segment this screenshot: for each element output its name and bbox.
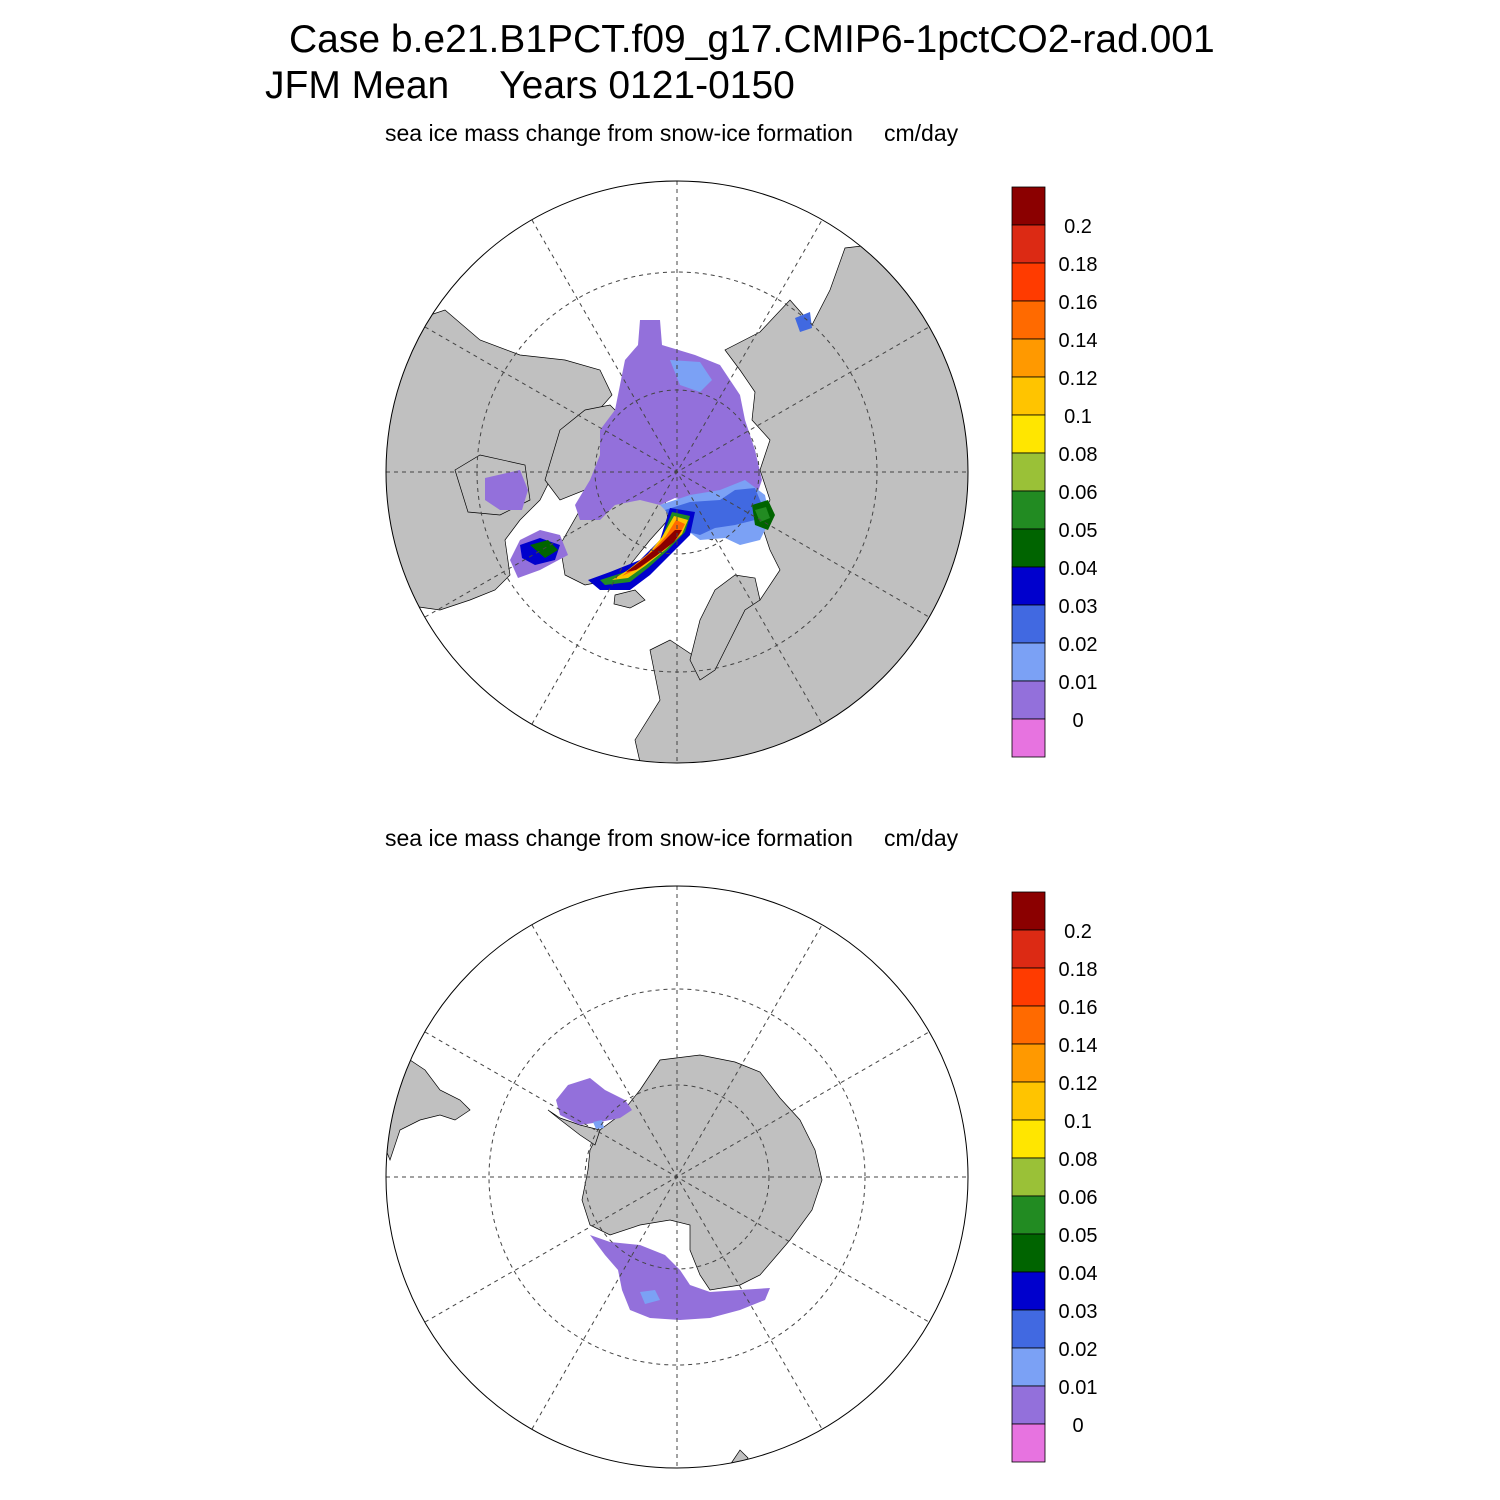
south-panel-units-label: cm/day — [884, 825, 959, 851]
south-colorbar-tick-label: 0.12 — [1059, 1073, 1098, 1095]
south-colorbar-tick-label: 0.08 — [1059, 1149, 1098, 1171]
south-graticule — [386, 886, 968, 1468]
north-colorbar-tick-label: 0.04 — [1059, 558, 1098, 580]
north-polar-map-panel: 0.2 0.18 0.16 0.14 0.12 0.1 0.08 0.06 0.05 0.04 0.… — [385, 180, 1098, 764]
north-polar-map — [385, 180, 969, 764]
north-map-boundary — [385, 180, 969, 764]
south-colorbar-swatch — [1011, 929, 1046, 969]
south-polar-map-panel: 0.2 0.18 0.16 0.14 0.12 0.1 0.08 0.06 0.05 0.04 0.… — [385, 885, 1098, 1469]
south-colorbar-tick-label: 0.16 — [1059, 997, 1098, 1019]
south-colorbar-swatch — [1011, 1195, 1046, 1235]
south-ice-ross — [590, 1235, 770, 1320]
south-ice-ross-lightblue — [640, 1290, 660, 1304]
south-colorbar-swatch — [1011, 1233, 1046, 1273]
south-ice-weddell — [556, 1078, 632, 1125]
south-ice-weddell-lightblue — [593, 1120, 604, 1129]
north-colorbar-tick-label: 0.14 — [1059, 330, 1098, 352]
years-label: Years 0121-0150 — [499, 64, 795, 107]
north-colorbar-swatch — [1011, 300, 1046, 340]
north-colorbar-swatch — [1011, 414, 1046, 454]
north-colorbar-tick-label: 0.05 — [1059, 520, 1098, 542]
north-colorbar-tick-label: 0.03 — [1059, 596, 1098, 618]
south-colorbar-tick-label: 0.02 — [1059, 1339, 1098, 1361]
north-colorbar-tick-label: 0.12 — [1059, 368, 1098, 390]
north-colorbar-tick-label: 0.1 — [1064, 406, 1092, 428]
north-ice-chukchi-lightblue — [670, 360, 712, 392]
figure-title-case: Case b.e21.B1PCT.f09_g17.CMIP6-1pctCO2-r… — [289, 18, 1215, 61]
south-colorbar-tick-label: 0.06 — [1059, 1187, 1098, 1209]
north-colorbar-swatch — [1011, 452, 1046, 492]
north-colorbar-swatch — [1011, 338, 1046, 378]
north-colorbar-swatch — [1011, 224, 1046, 264]
south-panel-variable-label: sea ice mass change from snow-ice format… — [385, 825, 853, 851]
north-colorbar-swatch — [1011, 680, 1046, 720]
north-colorbar-tick-label: 0 — [1072, 710, 1083, 732]
south-colorbar: 0.2 0.18 0.16 0.14 0.12 0.1 0.08 0.06 0.05 0.04 0.… — [1011, 891, 1098, 1463]
south-land-antarctic-peninsula — [547, 1109, 601, 1146]
figure-title-period: JFM Mean Years 0121-0150 — [265, 64, 795, 108]
north-colorbar-swatch — [1011, 566, 1046, 606]
north-colorbar-tick-label: 0.08 — [1059, 444, 1098, 466]
south-colorbar-tick-label: 0.18 — [1059, 959, 1098, 981]
north-colorbar-swatch — [1011, 528, 1046, 568]
south-colorbar-tick-label: 0.14 — [1059, 1035, 1098, 1057]
south-colorbar-swatch — [1011, 1157, 1046, 1197]
north-colorbar-swatch — [1011, 490, 1046, 530]
north-ice-fram-plume-red — [626, 530, 682, 572]
north-colorbar-swatch — [1011, 186, 1046, 226]
north-ice-kara-green — [755, 507, 770, 522]
north-colorbar-swatch — [1011, 718, 1046, 758]
south-colorbar-tick-label: 0.04 — [1059, 1263, 1098, 1285]
north-panel-variable-label: sea ice mass change from snow-ice format… — [385, 120, 853, 146]
north-colorbar-swatch — [1011, 376, 1046, 416]
north-colorbar-tick-label: 0.18 — [1059, 254, 1098, 276]
north-graticule — [386, 181, 968, 763]
south-colorbar-swatch — [1011, 1347, 1046, 1387]
south-colorbar-swatch — [1011, 1081, 1046, 1121]
season-label: JFM Mean — [265, 64, 450, 107]
south-colorbar-swatch — [1011, 1119, 1046, 1159]
south-colorbar-tick-label: 0 — [1072, 1415, 1083, 1437]
north-colorbar-swatch — [1011, 262, 1046, 302]
south-colorbar-swatch — [1011, 1423, 1046, 1463]
south-colorbar-swatch — [1011, 1005, 1046, 1045]
south-colorbar-tick-label: 0.1 — [1064, 1111, 1092, 1133]
north-colorbar-tick-label: 0.16 — [1059, 292, 1098, 314]
north-ice-bering-blue — [795, 312, 812, 332]
north-ice-hudson-bay — [485, 470, 528, 510]
north-colorbar-swatch — [1011, 604, 1046, 644]
north-panel-units-label: cm/day — [884, 120, 959, 146]
south-colorbar-swatch — [1011, 1271, 1046, 1311]
south-colorbar-swatch — [1011, 891, 1046, 931]
south-colorbar-swatch — [1011, 967, 1046, 1007]
north-colorbar-tick-label: 0.01 — [1059, 672, 1098, 694]
south-colorbar-swatch — [1011, 1385, 1046, 1425]
north-colorbar-tick-label: 0.02 — [1059, 634, 1098, 656]
south-colorbar-tick-label: 0.01 — [1059, 1377, 1098, 1399]
north-ice-fram-plume-orange — [622, 520, 685, 576]
north-colorbar-swatch — [1011, 642, 1046, 682]
south-polar-map — [385, 885, 969, 1469]
south-colorbar-tick-label: 0.03 — [1059, 1301, 1098, 1323]
south-colorbar-tick-label: 0.05 — [1059, 1225, 1098, 1247]
north-colorbar-tick-label: 0.06 — [1059, 482, 1098, 504]
south-colorbar-swatch — [1011, 1309, 1046, 1349]
south-colorbar-tick-label: 0.2 — [1064, 921, 1092, 943]
north-colorbar: 0.2 0.18 0.16 0.14 0.12 0.1 0.08 0.06 0.05 0.04 0.… — [1011, 186, 1098, 758]
south-map-boundary — [385, 885, 969, 1469]
north-land-iceland — [613, 589, 646, 609]
south-land-antarctica — [581, 1054, 823, 1291]
north-land-scandinavia — [689, 574, 761, 681]
north-colorbar-tick-label: 0.2 — [1064, 216, 1092, 238]
south-colorbar-swatch — [1011, 1043, 1046, 1083]
